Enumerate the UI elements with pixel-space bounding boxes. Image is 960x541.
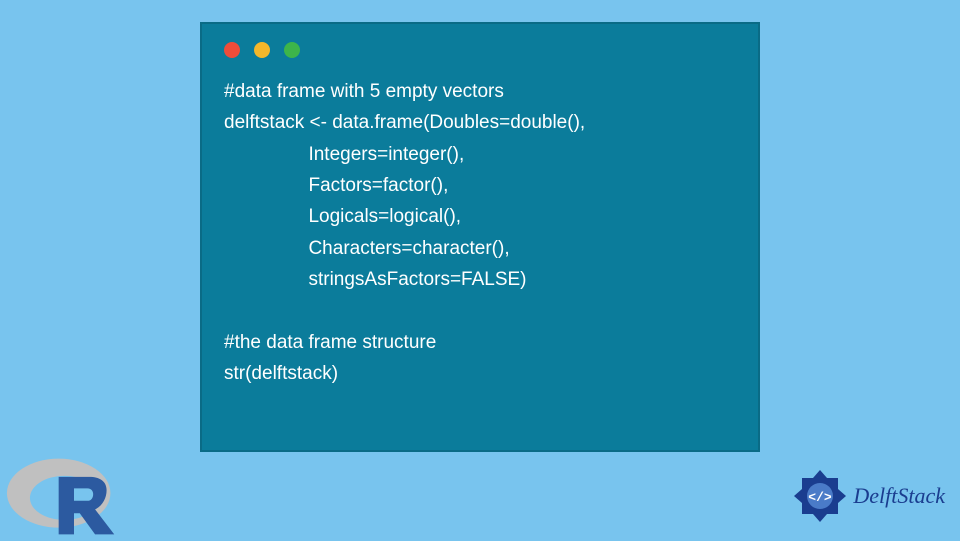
code-window: #data frame with 5 empty vectors delftst… bbox=[200, 22, 760, 452]
delftstack-logo: </> DelftStack bbox=[791, 467, 945, 525]
code-line: stringsAsFactors=FALSE) bbox=[224, 269, 527, 290]
r-logo bbox=[5, 450, 120, 540]
window-controls bbox=[224, 42, 736, 58]
code-line: str(delftstack) bbox=[224, 363, 338, 384]
svg-text:</>: </> bbox=[809, 490, 833, 505]
code-line: #data frame with 5 empty vectors bbox=[224, 81, 504, 102]
code-line: Integers=integer(), bbox=[224, 144, 464, 165]
code-line: #the data frame structure bbox=[224, 332, 436, 353]
delftstack-text: DelftStack bbox=[853, 483, 945, 509]
code-line: delftstack <- data.frame(Doubles=double(… bbox=[224, 112, 585, 133]
maximize-dot[interactable] bbox=[284, 42, 300, 58]
code-line: Logicals=logical(), bbox=[224, 206, 461, 227]
delftstack-icon: </> bbox=[791, 467, 849, 525]
code-block: #data frame with 5 empty vectors delftst… bbox=[224, 76, 736, 389]
minimize-dot[interactable] bbox=[254, 42, 270, 58]
code-line: Factors=factor(), bbox=[224, 175, 448, 196]
close-dot[interactable] bbox=[224, 42, 240, 58]
code-line: Characters=character(), bbox=[224, 238, 510, 259]
r-logo-icon bbox=[5, 450, 120, 536]
